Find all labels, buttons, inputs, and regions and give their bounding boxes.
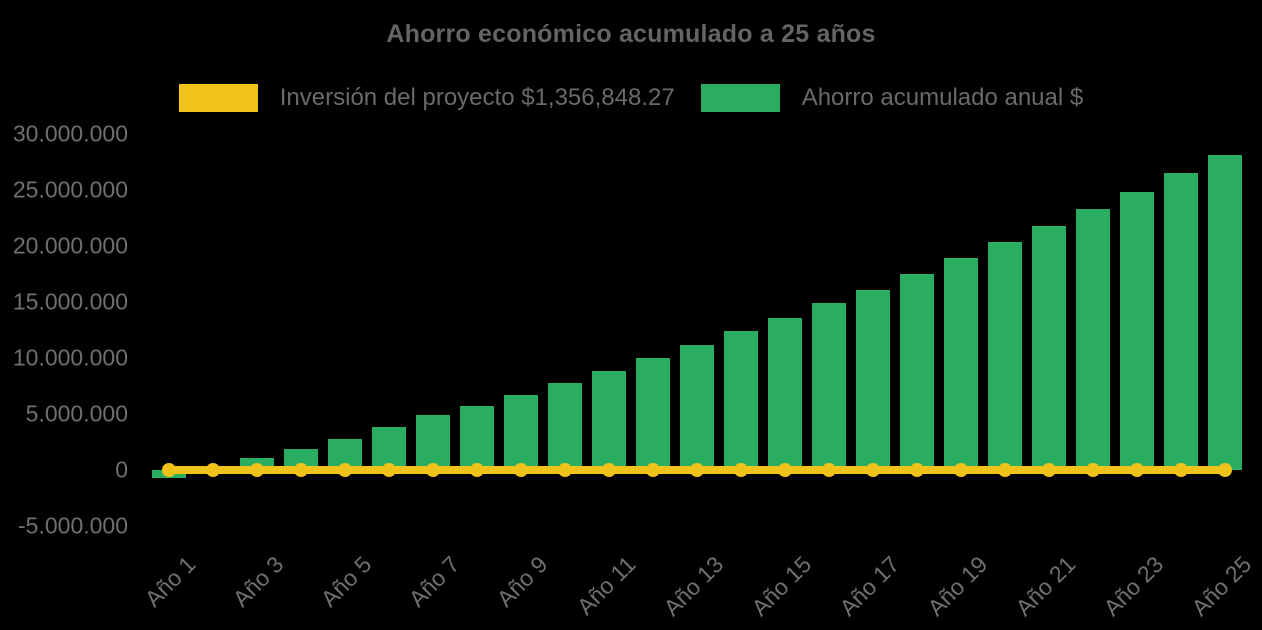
bar-ano-4 <box>284 448 318 470</box>
x-tick-ano-9: Año 9 <box>491 551 553 612</box>
bar-ano-11 <box>592 370 626 470</box>
investment-point-ano-4 <box>294 463 308 477</box>
investment-point-ano-22 <box>1086 463 1100 477</box>
bar-ano-10 <box>548 382 582 470</box>
y-tick-0: 0 <box>115 456 128 483</box>
bar-ano-17 <box>856 289 890 470</box>
investment-point-ano-24 <box>1174 463 1188 477</box>
y-tick-10000000: 10.000.000 <box>12 344 128 371</box>
investment-line-swatch <box>178 84 258 112</box>
y-tick-5000000: 5.000.000 <box>25 400 128 427</box>
bar-ano-25 <box>1208 154 1242 470</box>
investment-point-ano-15 <box>778 463 792 477</box>
x-tick-ano-23: Año 23 <box>1098 551 1169 621</box>
y-tick-20000000: 20.000.000 <box>12 232 128 259</box>
legend-label-savings: Ahorro acumulado anual $ <box>801 84 1084 111</box>
legend-item-investment: Inversión del proyecto $1,356,848.27 <box>178 84 675 112</box>
y-tick-30000000: 30.000.000 <box>12 120 128 147</box>
x-tick-ano-25: Año 25 <box>1186 551 1257 621</box>
bar-ano-22 <box>1076 209 1110 470</box>
investment-point-ano-17 <box>866 463 880 477</box>
legend-item-savings: Ahorro acumulado anual $ <box>700 84 1084 112</box>
x-tick-ano-7: Año 7 <box>403 551 465 612</box>
chart-title: Ahorro económico acumulado a 25 años <box>386 20 876 48</box>
x-tick-ano-1: Año 1 <box>139 551 201 612</box>
investment-point-ano-10 <box>558 463 572 477</box>
investment-point-ano-23 <box>1130 463 1144 477</box>
bar-ano-21 <box>1032 225 1066 470</box>
x-tick-ano-13: Año 13 <box>658 551 729 621</box>
y-tick-15000000: 15.000.000 <box>12 288 128 315</box>
investment-point-ano-12 <box>646 463 660 477</box>
investment-point-ano-9 <box>514 463 528 477</box>
investment-point-ano-7 <box>426 463 440 477</box>
y-tick-25000000: 25.000.000 <box>12 176 128 203</box>
bar-ano-15 <box>768 318 802 470</box>
investment-point-ano-11 <box>602 463 616 477</box>
x-tick-ano-21: Año 21 <box>1010 551 1081 621</box>
bar-ano-18 <box>900 274 934 470</box>
bar-ano-8 <box>460 405 494 470</box>
investment-point-ano-25 <box>1218 463 1232 477</box>
x-tick-ano-11: Año 11 <box>571 551 641 620</box>
bar-ano-20 <box>988 242 1022 470</box>
chart-legend: Inversión del proyecto $1,356,848.27 Aho… <box>0 84 1262 112</box>
investment-point-ano-16 <box>822 463 836 477</box>
investment-point-ano-18 <box>910 463 924 477</box>
x-tick-ano-5: Año 5 <box>315 551 377 612</box>
bar-ano-7 <box>416 415 450 470</box>
y-tick--5000000: -5.000.000 <box>18 512 128 539</box>
bar-ano-24 <box>1164 173 1198 470</box>
x-tick-ano-17: Año 17 <box>834 551 905 621</box>
legend-label-investment: Inversión del proyecto $1,356,848.27 <box>279 84 675 111</box>
investment-point-ano-8 <box>470 463 484 477</box>
investment-point-ano-14 <box>734 463 748 477</box>
bar-ano-23 <box>1120 191 1154 470</box>
bar-ano-6 <box>372 426 406 470</box>
bar-ano-9 <box>504 394 538 470</box>
investment-point-ano-6 <box>382 463 396 477</box>
investment-point-ano-2 <box>206 463 220 477</box>
x-tick-ano-3: Año 3 <box>227 551 289 612</box>
investment-point-ano-21 <box>1042 463 1056 477</box>
x-tick-ano-15: Año 15 <box>746 551 817 621</box>
investment-point-ano-13 <box>690 463 704 477</box>
investment-point-ano-1 <box>162 463 176 477</box>
bar-ano-16 <box>812 303 846 470</box>
bar-ano-13 <box>680 344 714 470</box>
savings-bar-swatch <box>700 84 780 112</box>
investment-point-ano-3 <box>250 463 264 477</box>
x-tick-ano-19: Año 19 <box>922 551 993 621</box>
bar-ano-19 <box>944 258 978 470</box>
investment-point-ano-20 <box>998 463 1012 477</box>
investment-point-ano-5 <box>338 463 352 477</box>
bar-ano-14 <box>724 331 758 470</box>
investment-point-ano-19 <box>954 463 968 477</box>
bar-ano-12 <box>636 358 670 470</box>
